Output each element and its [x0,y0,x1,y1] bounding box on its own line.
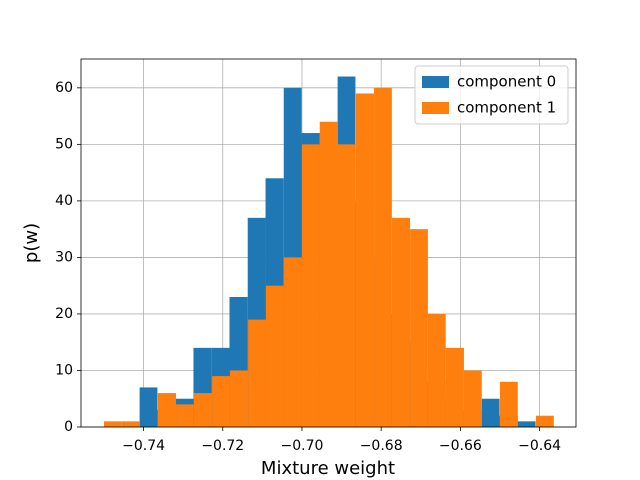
bar [121,421,141,427]
plot-frame [80,58,577,428]
bar [248,319,266,427]
legend-box [414,65,569,125]
x-axis-label: Mixture weight [261,458,395,479]
bar [265,285,284,427]
y-tick-label: 60 [55,80,73,96]
bar [445,347,464,427]
bar [391,217,411,427]
legend-label: component 1 [457,99,556,117]
bar [301,144,320,427]
bar [157,393,177,427]
bar [410,229,428,427]
legend-swatch [422,102,449,114]
bar [212,376,230,427]
legend-swatch [422,76,449,88]
bar [193,393,213,427]
bar [499,381,518,427]
bar [103,421,122,427]
bar [319,121,339,427]
bar [229,370,249,427]
bar [176,404,194,427]
bar [427,313,446,427]
bar [463,370,482,427]
x-tick-label: −0.74 [122,438,165,454]
bar [517,421,536,427]
bar [338,144,356,427]
legend-label: component 0 [457,73,556,91]
bar [283,257,302,427]
x-tick-label: −0.70 [281,438,324,454]
y-tick-label: 50 [55,136,73,152]
x-tick-label: −0.72 [201,438,244,454]
y-axis-label: p(w) [21,223,42,263]
bar [374,87,392,427]
x-tick-label: −0.68 [360,438,403,454]
x-tick-label: −0.64 [518,438,561,454]
y-tick-label: 30 [55,249,73,265]
bar [536,415,554,427]
x-tick-label: −0.66 [439,438,482,454]
y-tick-label: 0 [64,419,73,435]
bar [481,398,500,427]
bar [355,93,375,428]
legend: component 0 component 1 [414,65,569,125]
y-tick-label: 40 [55,193,73,209]
y-tick-label: 20 [55,306,73,322]
y-tick-label: 10 [55,362,73,378]
bar [139,387,158,427]
